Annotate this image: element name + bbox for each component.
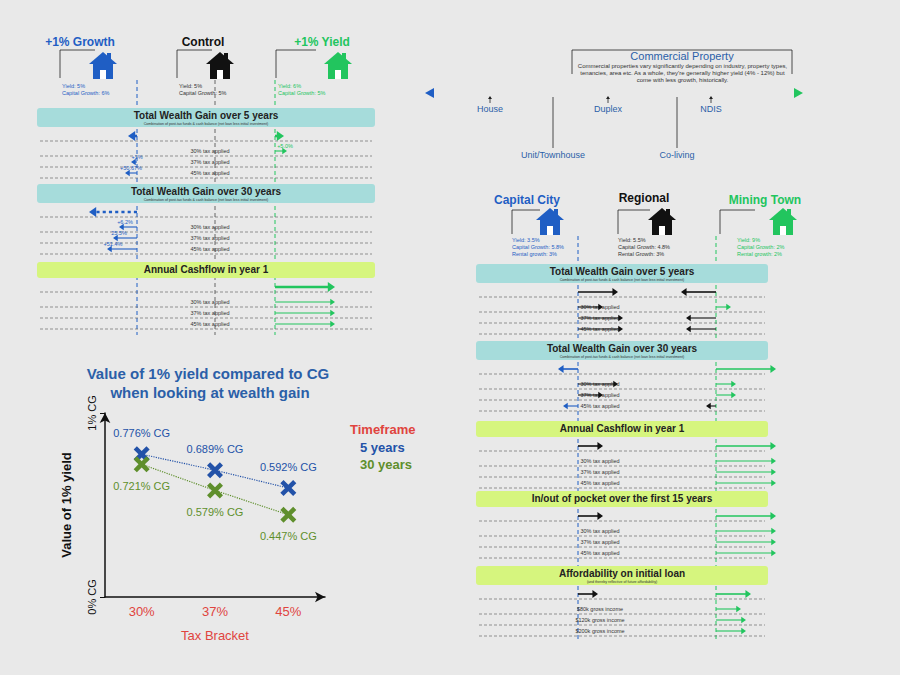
svg-text:+1% Yield: +1% Yield [294, 35, 350, 49]
svg-text:Yield: 9%: Yield: 9% [737, 237, 760, 243]
svg-text:Regional: Regional [619, 191, 670, 205]
svg-text:Combination of post-tax funds: Combination of post-tax funds & cash bal… [144, 122, 268, 126]
svg-text:0.721% CG: 0.721% CG [113, 480, 170, 492]
svg-text:0.592% CG: 0.592% CG [260, 461, 317, 473]
html-text:Commercial properties vary sig: Commercial properties vary significantly… [577, 63, 788, 83]
svg-text:0.447% CG: 0.447% CG [260, 530, 317, 542]
svg-text:45% tax applied: 45% tax applied [190, 321, 229, 327]
svg-text:30% tax applied: 30% tax applied [580, 304, 620, 310]
svg-text:45% tax applied: 45% tax applied [580, 480, 619, 486]
svg-text:30 years: 30 years [360, 457, 412, 472]
svg-text:+6.2%: +6.2% [117, 219, 133, 225]
svg-text:37% tax applied: 37% tax applied [580, 539, 619, 545]
svg-text:Yield: 5%: Yield: 5% [62, 83, 85, 89]
svg-text:House: House [477, 104, 503, 114]
svg-text:30% tax applied: 30% tax applied [580, 458, 619, 464]
svg-text:1% CG: 1% CG [86, 395, 98, 430]
svg-text:Annual Cashflow in year 1: Annual Cashflow in year 1 [560, 423, 685, 434]
svg-text:+1% Growth: +1% Growth [45, 35, 115, 49]
svg-text:NDIS: NDIS [700, 104, 722, 114]
svg-text:$120k gross income: $120k gross income [575, 617, 624, 623]
svg-text:30% tax applied: 30% tax applied [190, 224, 229, 230]
svg-text:5 years: 5 years [360, 440, 405, 455]
svg-text:Rental growth: 3%: Rental growth: 3% [512, 251, 557, 257]
svg-text:30% tax applied: 30% tax applied [190, 299, 229, 305]
svg-text:45% tax applied: 45% tax applied [580, 326, 620, 332]
svg-text:Tax Bracket: Tax Bracket [181, 628, 249, 643]
svg-text:45% tax applied: 45% tax applied [190, 246, 229, 252]
svg-text:Annual Cashflow in year 1: Annual Cashflow in year 1 [144, 264, 269, 275]
svg-text:+51.4%: +51.4% [104, 241, 123, 247]
svg-text:$80k gross income: $80k gross income [577, 606, 623, 612]
svg-text:Duplex: Duplex [594, 104, 623, 114]
svg-text:37% tax applied: 37% tax applied [190, 310, 229, 316]
svg-text:45%: 45% [275, 604, 301, 619]
svg-text:Capital City: Capital City [494, 193, 560, 207]
svg-text:37% tax applied: 37% tax applied [580, 315, 620, 321]
svg-text:30% tax applied: 30% tax applied [580, 381, 620, 387]
svg-text:30%: 30% [129, 604, 155, 619]
svg-text:Total Wealth Gain over 5 years: Total Wealth Gain over 5 years [134, 110, 279, 121]
svg-text:when looking at wealth gain: when looking at wealth gain [109, 384, 309, 401]
svg-text:Timeframe: Timeframe [350, 422, 416, 437]
svg-text:Value of 1% yield: Value of 1% yield [59, 452, 74, 558]
svg-text:+50.67%: +50.67% [120, 165, 142, 171]
svg-text:45% tax applied: 45% tax applied [580, 403, 619, 409]
svg-text:37% tax applied: 37% tax applied [190, 159, 229, 165]
svg-text:0.579% CG: 0.579% CG [187, 506, 244, 518]
svg-text:Affordability on initial loan: Affordability on initial loan [559, 568, 685, 579]
svg-text:+5.0%: +5.0% [277, 143, 293, 149]
svg-text:0% CG: 0% CG [86, 579, 98, 614]
svg-text:(and thereby reflective of fut: (and thereby reflective of future afford… [587, 580, 657, 584]
svg-text:Unit/Townhouse: Unit/Townhouse [521, 150, 585, 160]
svg-text:Capital Growth: 5%: Capital Growth: 5% [278, 90, 325, 96]
svg-text:Yield: 3.5%: Yield: 3.5% [512, 237, 540, 243]
svg-text:37%: 37% [202, 604, 228, 619]
svg-text:Yield: 6%: Yield: 6% [278, 83, 301, 89]
svg-text:Capital Growth: 5.8%: Capital Growth: 5.8% [512, 244, 564, 250]
svg-text:Control: Control [182, 35, 225, 49]
svg-text:Total Wealth Gain over 30 year: Total Wealth Gain over 30 years [547, 343, 698, 354]
svg-text:30% tax applied: 30% tax applied [580, 528, 619, 534]
svg-text:37% tax applied: 37% tax applied [190, 235, 229, 241]
svg-text:37% tax applied: 37% tax applied [580, 392, 620, 398]
svg-text:0.689% CG: 0.689% CG [187, 443, 244, 455]
svg-text:Co-living: Co-living [659, 150, 694, 160]
svg-text:0.776% CG: 0.776% CG [113, 427, 170, 439]
svg-text:45% tax applied: 45% tax applied [580, 550, 619, 556]
svg-text:25.5%: 25.5% [111, 230, 127, 236]
svg-text:Combination of post-tax funds: Combination of post-tax funds & cash bal… [144, 198, 268, 202]
svg-text:Capital Growth: 4.8%: Capital Growth: 4.8% [618, 244, 670, 250]
svg-text:Rental growth: 2%: Rental growth: 2% [737, 251, 782, 257]
svg-text:Combination of post-tax funds: Combination of post-tax funds & cash bal… [560, 278, 684, 282]
svg-text:Commercial Property: Commercial Property [630, 50, 734, 62]
svg-text:Total Wealth Gain over 30 year: Total Wealth Gain over 30 years [131, 186, 282, 197]
svg-text:Combination of post-tax funds: Combination of post-tax funds & cash bal… [560, 355, 684, 359]
svg-text:Total Wealth Gain over 5 years: Total Wealth Gain over 5 years [550, 266, 695, 277]
svg-text:In/out of pocket over the firs: In/out of pocket over the first 15 years [532, 493, 713, 504]
svg-text:37% tax applied: 37% tax applied [580, 469, 619, 475]
svg-text:+1%: +1% [131, 154, 142, 160]
svg-text:Rental Growth: 3%: Rental Growth: 3% [618, 251, 664, 257]
svg-text:$200k gross income: $200k gross income [575, 628, 624, 634]
svg-text:Value of 1% yield compared to: Value of 1% yield compared to CG [87, 365, 334, 382]
svg-text:Capital Growth: 5%: Capital Growth: 5% [179, 90, 226, 96]
svg-text:Mining Town: Mining Town [729, 193, 801, 207]
svg-text:Capital Growth: 2%: Capital Growth: 2% [737, 244, 784, 250]
svg-text:45% tax applied: 45% tax applied [190, 170, 229, 176]
svg-text:Capital Growth: 6%: Capital Growth: 6% [62, 90, 109, 96]
svg-text:Yield: 5.5%: Yield: 5.5% [618, 237, 646, 243]
svg-text:30% tax applied: 30% tax applied [190, 148, 229, 154]
svg-text:Yield: 5%: Yield: 5% [179, 83, 202, 89]
